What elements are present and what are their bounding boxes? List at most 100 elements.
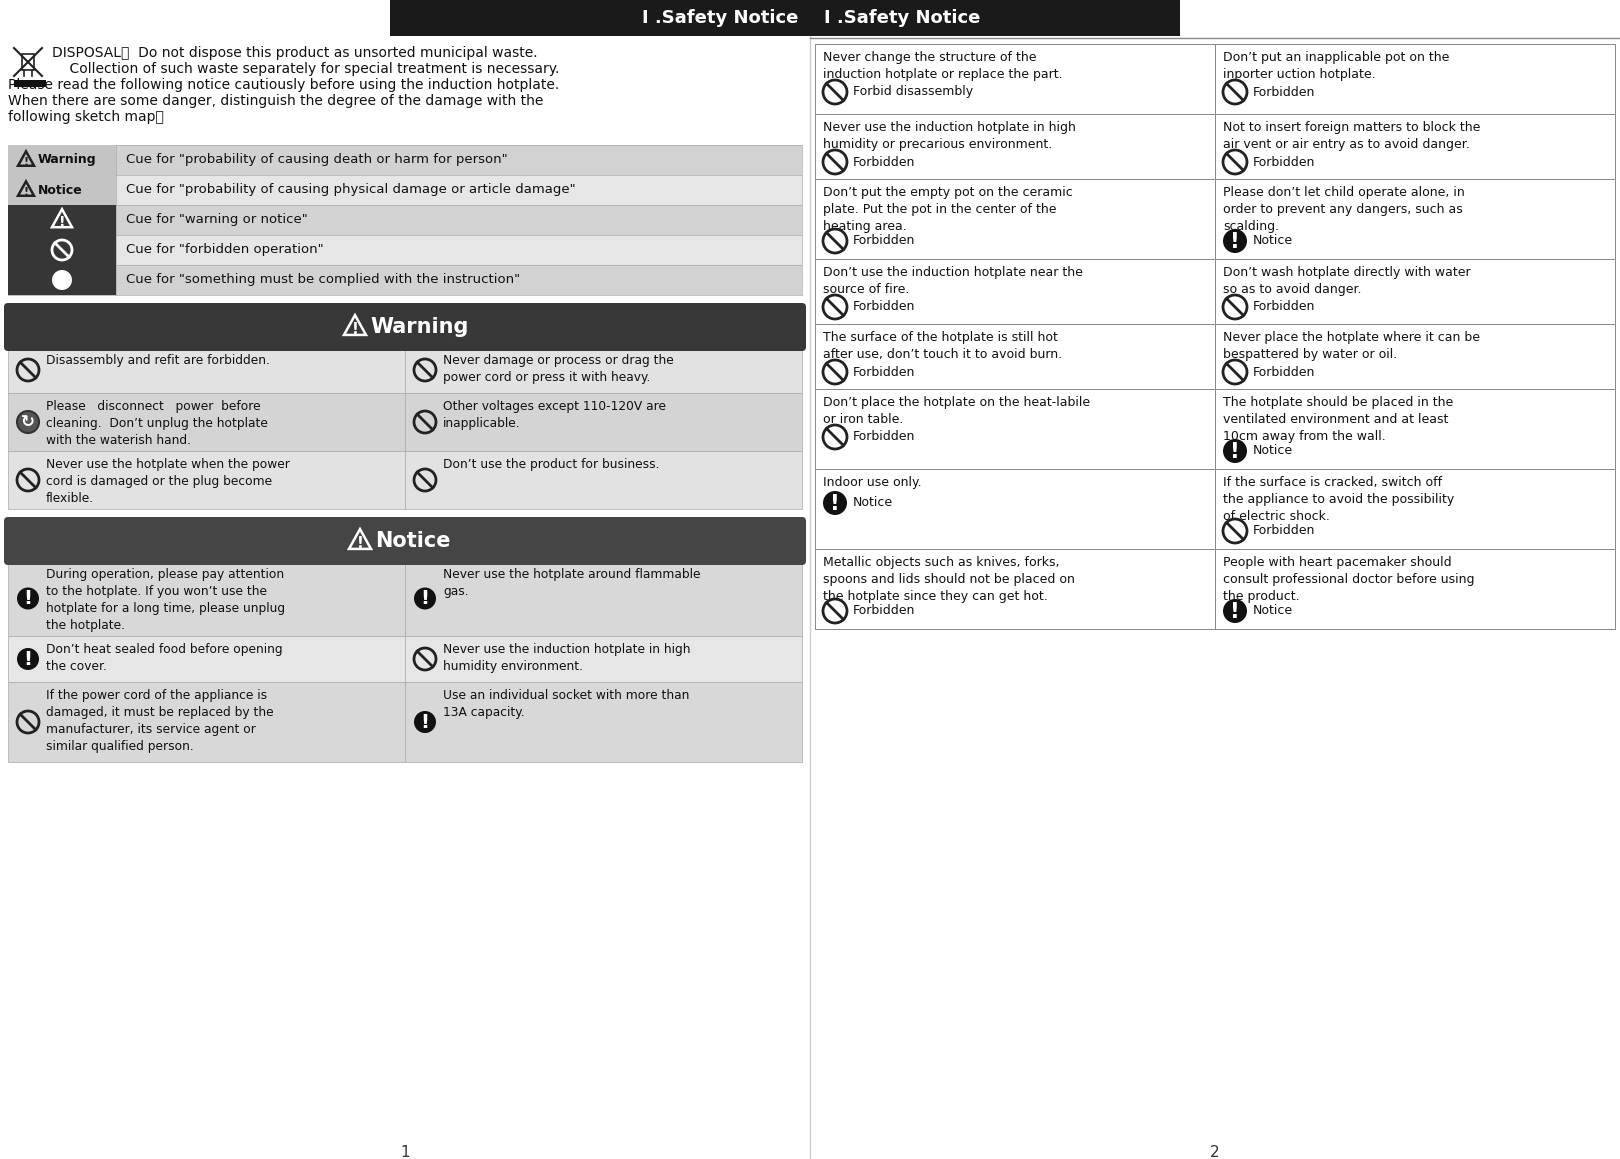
Text: Please don’t let child operate alone, in
order to prevent any dangers, such as
s: Please don’t let child operate alone, in… [1223, 185, 1464, 233]
Text: Forbid disassembly: Forbid disassembly [854, 86, 974, 99]
Text: !: ! [1230, 442, 1239, 461]
Bar [1215, 549, 1615, 629]
Bar [8, 175, 802, 205]
Circle shape [16, 648, 39, 670]
Bar [1215, 325, 1615, 389]
Text: Cue for "something must be complied with the instruction": Cue for "something must be complied with… [126, 274, 520, 286]
Bar [405, 561, 802, 636]
Bar [815, 469, 1215, 549]
Text: Notice: Notice [37, 183, 83, 197]
Text: Forbidden: Forbidden [854, 234, 915, 248]
Text: Cue for "probability of causing death or harm for person": Cue for "probability of causing death or… [126, 153, 507, 167]
Text: Forbidden: Forbidden [854, 430, 915, 444]
Text: Never use the induction hotplate in high
humidity or precarious environment.: Never use the induction hotplate in high… [823, 121, 1076, 151]
Text: !: ! [23, 156, 29, 167]
Text: Metallic objects such as knives, forks,
spoons and lids should not be placed on
: Metallic objects such as knives, forks, … [823, 556, 1076, 603]
FancyBboxPatch shape [3, 517, 807, 564]
Bar [8, 235, 117, 265]
Text: Not to insert foreign matters to block the
air vent or air entry as to avoid dan: Not to insert foreign matters to block t… [1223, 121, 1481, 151]
Bar [1215, 389, 1615, 469]
Bar [8, 561, 405, 636]
Text: !: ! [829, 494, 839, 513]
Text: Forbidden: Forbidden [854, 605, 915, 618]
Text: Forbidden: Forbidden [1252, 155, 1315, 168]
Text: The hotplate should be placed in the
ventilated environment and at least
10cm aw: The hotplate should be placed in the ven… [1223, 396, 1453, 443]
Bar [1215, 178, 1615, 258]
Text: Disassembly and refit are forbidden.: Disassembly and refit are forbidden. [45, 353, 271, 367]
Bar [405, 393, 802, 451]
Bar [390, 0, 810, 36]
Text: People with heart pacemaker should
consult professional doctor before using
the : People with heart pacemaker should consu… [1223, 556, 1474, 603]
Text: If the power cord of the appliance is
damaged, it must be replaced by the
manufa: If the power cord of the appliance is da… [45, 688, 274, 753]
Text: Forbidden: Forbidden [1252, 525, 1315, 538]
Text: Ι .Safety Notice: Ι .Safety Notice [642, 9, 799, 27]
Text: following sketch map：: following sketch map： [8, 110, 164, 124]
Bar [8, 265, 117, 296]
Text: Notice: Notice [374, 531, 450, 551]
Text: Forbidden: Forbidden [854, 365, 915, 379]
FancyBboxPatch shape [3, 302, 807, 351]
Text: Please read the following notice cautiously before using the induction hotplate.: Please read the following notice cautiou… [8, 78, 559, 92]
Bar [8, 205, 117, 235]
Bar [8, 145, 802, 175]
Text: Forbidden: Forbidden [1252, 365, 1315, 379]
Bar [815, 549, 1215, 629]
Bar [405, 347, 802, 393]
Text: If the surface is cracked, switch off
the appliance to avoid the possibility
of : If the surface is cracked, switch off th… [1223, 476, 1455, 523]
Text: !: ! [1230, 602, 1239, 621]
Text: ↻: ↻ [21, 413, 36, 431]
Text: 2: 2 [1210, 1145, 1220, 1159]
Text: Cue for "warning or notice": Cue for "warning or notice" [126, 213, 308, 226]
Text: !: ! [352, 322, 358, 337]
Bar [405, 451, 802, 509]
Text: Don’t place the hotplate on the heat-labile
or iron table.: Don’t place the hotplate on the heat-lab… [823, 396, 1090, 427]
Bar [1215, 258, 1615, 325]
Text: Notice: Notice [1252, 234, 1293, 248]
Text: Forbidden: Forbidden [854, 300, 915, 313]
Bar [815, 258, 1215, 325]
Text: Collection of such waste separately for special treatment is necessary.: Collection of such waste separately for … [52, 61, 559, 76]
Bar [8, 636, 405, 681]
Bar [815, 44, 1215, 114]
Text: Warning: Warning [369, 318, 468, 337]
Bar [810, 0, 1179, 36]
Text: !: ! [23, 187, 29, 197]
Text: Notice: Notice [1252, 605, 1293, 618]
Bar [15, 80, 45, 87]
Circle shape [823, 491, 847, 515]
Text: !: ! [421, 590, 429, 608]
Circle shape [1223, 229, 1247, 253]
Bar [1215, 44, 1615, 114]
Text: Don’t heat sealed food before opening
the cover.: Don’t heat sealed food before opening th… [45, 643, 282, 673]
Text: During operation, please pay attention
to the hotplate. If you won’t use the
hot: During operation, please pay attention t… [45, 568, 285, 632]
Text: Please   disconnect   power  before
cleaning.  Don’t unplug the hotplate
with th: Please disconnect power before cleaning.… [45, 400, 267, 447]
Text: Never use the hotplate when the power
cord is damaged or the plug become
flexibl: Never use the hotplate when the power co… [45, 458, 290, 505]
Text: !: ! [58, 216, 65, 229]
Text: Use an individual socket with more than
13A capacity.: Use an individual socket with more than … [442, 688, 690, 719]
Text: Don’t use the induction hotplate near the
source of fire.: Don’t use the induction hotplate near th… [823, 267, 1082, 296]
Bar [8, 393, 405, 451]
Bar [8, 265, 802, 296]
Bar [1215, 469, 1615, 549]
Circle shape [52, 270, 71, 290]
Text: !: ! [24, 650, 32, 669]
Text: Cue for "probability of causing physical damage or article damage": Cue for "probability of causing physical… [126, 183, 575, 197]
Text: Other voltages except 110-120V are
inapplicable.: Other voltages except 110-120V are inapp… [442, 400, 666, 430]
Text: Don’t put the empty pot on the ceramic
plate. Put the pot in the center of the
h: Don’t put the empty pot on the ceramic p… [823, 185, 1072, 233]
Text: Never place the hotplate where it can be
bespattered by water or oil.: Never place the hotplate where it can be… [1223, 331, 1481, 360]
Text: Forbidden: Forbidden [1252, 86, 1315, 99]
Text: Ι .Safety Notice: Ι .Safety Notice [825, 9, 980, 27]
Bar [815, 178, 1215, 258]
Bar [8, 205, 802, 235]
Circle shape [1223, 439, 1247, 462]
Bar [1215, 114, 1615, 178]
Text: !: ! [421, 713, 429, 732]
Bar [815, 114, 1215, 178]
Text: !: ! [58, 271, 66, 290]
Bar [8, 145, 117, 175]
Text: Indoor use only.: Indoor use only. [823, 476, 922, 489]
Text: Warning: Warning [37, 153, 97, 167]
Bar [23, 54, 34, 70]
Bar [405, 681, 802, 761]
Bar [8, 175, 117, 205]
